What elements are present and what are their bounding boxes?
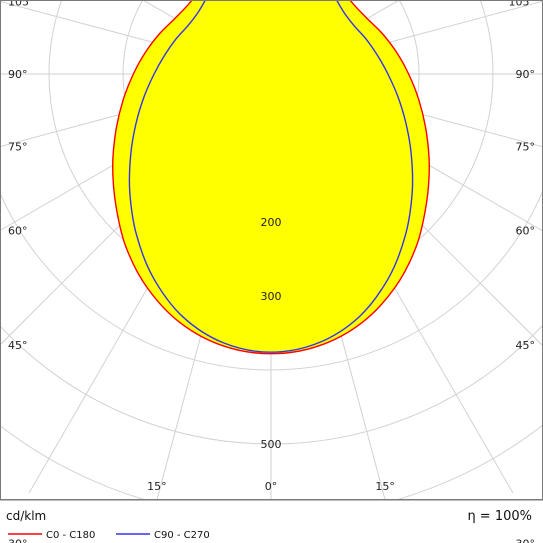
radial-tick-label: 500 [261, 438, 282, 451]
angle-tick-label: 60° [8, 224, 28, 237]
angle-tick-label: 45° [8, 339, 28, 352]
angle-tick-label: 15° [375, 480, 395, 493]
angle-tick-label: 30° [516, 537, 536, 543]
grid-spoke [334, 0, 401, 38]
legend-label-c0: C0 - C180 [46, 530, 95, 541]
angle-tick-label: 45° [516, 339, 536, 352]
grid-spoke [0, 0, 200, 56]
grid-spoke [141, 0, 208, 38]
angle-tick-label: 0° [265, 480, 278, 493]
legend: C0 - C180 C90 - C270 [8, 530, 210, 541]
angle-tick-label: 60° [516, 224, 536, 237]
series-line-c90-c270 [128, 0, 414, 353]
angle-tick-label: 75° [8, 141, 28, 154]
unit-label: cd/klm [6, 509, 46, 523]
distribution-fill [112, 0, 430, 354]
angle-tick-label: 15° [147, 480, 167, 493]
grid-spoke [342, 0, 543, 56]
efficiency-label: η = 100% [467, 509, 532, 524]
radial-tick-label: 200 [261, 216, 282, 229]
angle-tick-label: 90° [8, 68, 28, 81]
angle-tick-label: 90° [516, 68, 536, 81]
angle-tick-label: 30° [8, 537, 28, 543]
angle-tick-label: 105° [509, 0, 536, 8]
legend-label-c90: C90 - C270 [154, 530, 210, 541]
series-line-c0-c180 [111, 0, 431, 355]
radial-tick-label: 300 [261, 290, 282, 303]
angle-tick-label: 75° [516, 141, 536, 154]
angle-tick-label: 105° [8, 0, 35, 8]
